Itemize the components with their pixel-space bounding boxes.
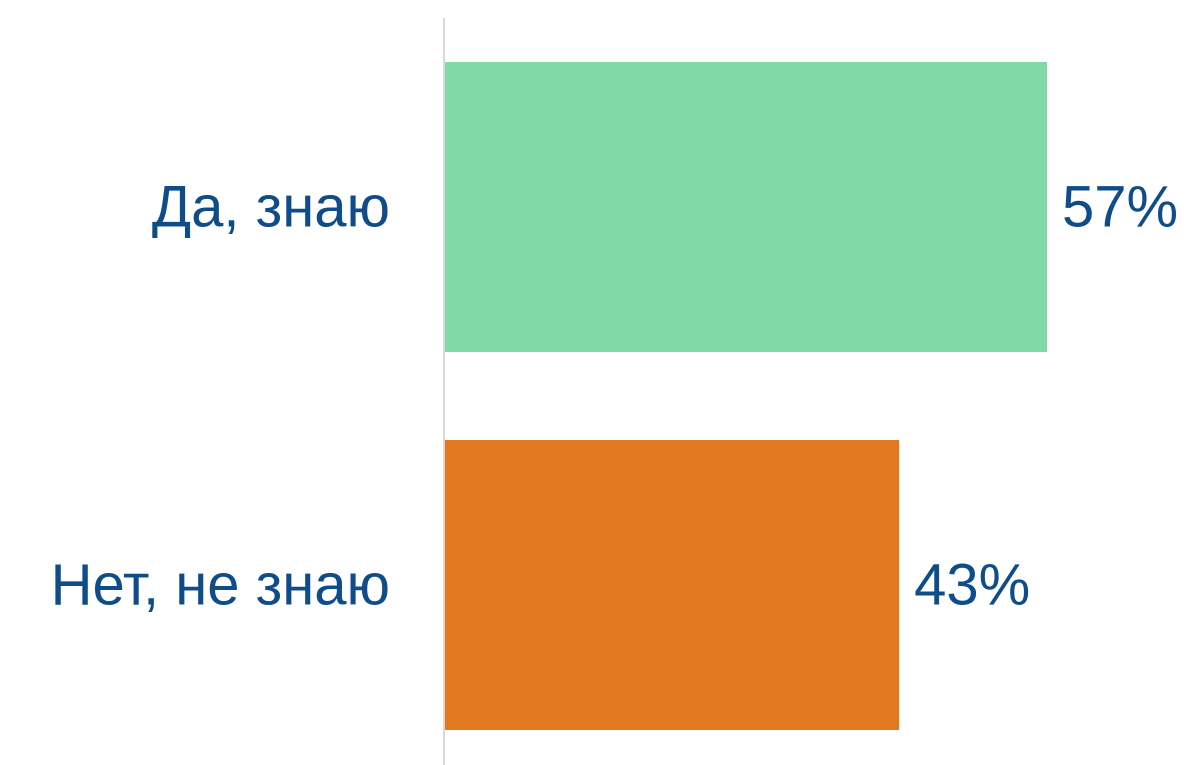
- bar: [445, 62, 1047, 352]
- bar: [445, 440, 900, 730]
- bars-group: Да, знаю 57% Нет, не знаю 43%: [51, 62, 1178, 730]
- category-label: Да, знаю: [152, 175, 390, 240]
- data-label: 57%: [1062, 175, 1178, 240]
- data-label: 43%: [914, 553, 1030, 618]
- category-label: Нет, не знаю: [51, 553, 390, 618]
